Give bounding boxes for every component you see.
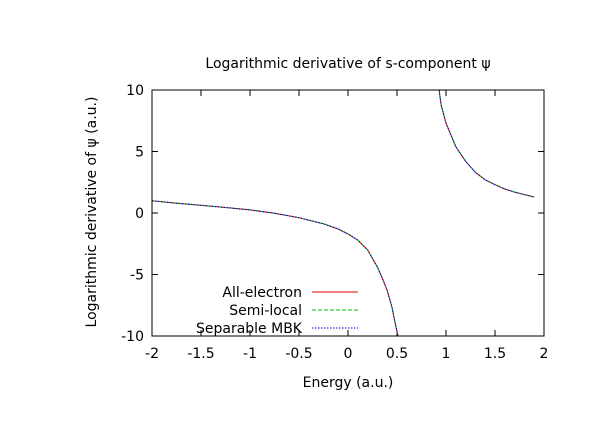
plot-area-frame <box>151 89 545 337</box>
y-tick-label: 5 <box>135 145 144 161</box>
x-tick-label: 0 <box>344 346 353 362</box>
x-tick-label: 1 <box>442 346 451 362</box>
x-tick-label: -1.5 <box>187 346 214 362</box>
series-line-2 <box>151 200 399 337</box>
legend-label: Semi-local <box>229 303 302 319</box>
series-line-2 <box>438 89 535 198</box>
x-tick-label: 2 <box>540 346 549 362</box>
legend: All-electron Semi-local Separable MBK <box>196 285 358 337</box>
legend-label: All-electron <box>222 285 302 301</box>
x-tick-label: 1.5 <box>484 346 506 362</box>
y-tick-label: 0 <box>135 206 144 222</box>
x-tick-label: -0.5 <box>285 346 312 362</box>
y-tick-label: -10 <box>121 329 144 345</box>
legend-label: Separable MBK <box>196 321 303 337</box>
y-ticks: -10 -5 0 5 10 <box>121 83 544 345</box>
y-tick-label: -5 <box>130 268 144 284</box>
x-tick-label: -2 <box>145 346 159 362</box>
y-tick-label: 10 <box>126 83 144 99</box>
x-axis-label: Energy (a.u.) <box>303 375 394 391</box>
y-axis-label: Logarithmic derivative of ψ (a.u.) <box>84 97 100 328</box>
series-lines <box>151 89 535 337</box>
x-tick-label: 0.5 <box>386 346 408 362</box>
x-ticks: -2 -1.5 -1 -0.5 0 0.5 1 1.5 2 <box>145 90 548 362</box>
x-tick-label: -1 <box>243 346 257 362</box>
chart-title: Logarithmic derivative of s-component ψ <box>205 56 490 72</box>
